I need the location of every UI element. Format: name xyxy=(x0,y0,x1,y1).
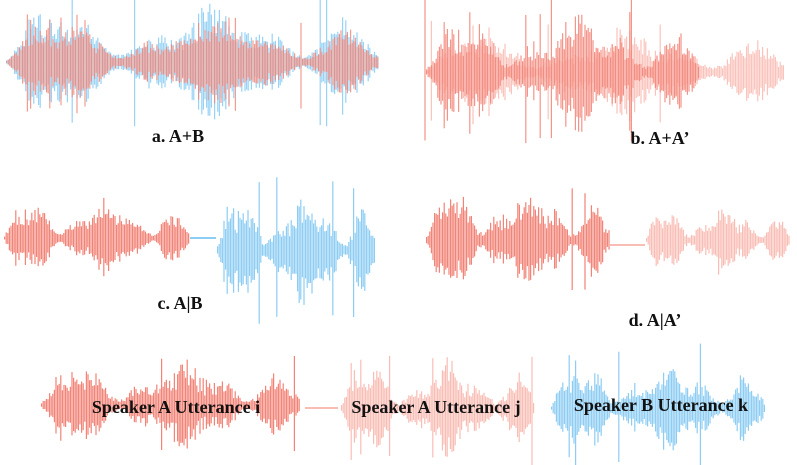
waveform xyxy=(6,14,379,114)
waveform xyxy=(551,343,765,465)
panel-label: b. A+A’ xyxy=(631,128,690,148)
waveform xyxy=(341,355,535,465)
panel-label: d. A|A’ xyxy=(629,310,682,330)
waveform xyxy=(41,356,300,452)
panel-label: c. A|B xyxy=(158,293,203,313)
waveform xyxy=(3,197,190,277)
panel-label: a. A+B xyxy=(152,126,204,146)
legend-label: Speaker B Utterance k xyxy=(574,395,748,415)
legend-label: Speaker A Utterance j xyxy=(351,397,520,417)
waveform xyxy=(217,177,375,324)
waveforms xyxy=(3,0,790,465)
waveform xyxy=(646,209,790,275)
waveform xyxy=(426,188,610,290)
legend-label: Speaker A Utterance i xyxy=(92,397,260,417)
waveform xyxy=(424,0,700,144)
